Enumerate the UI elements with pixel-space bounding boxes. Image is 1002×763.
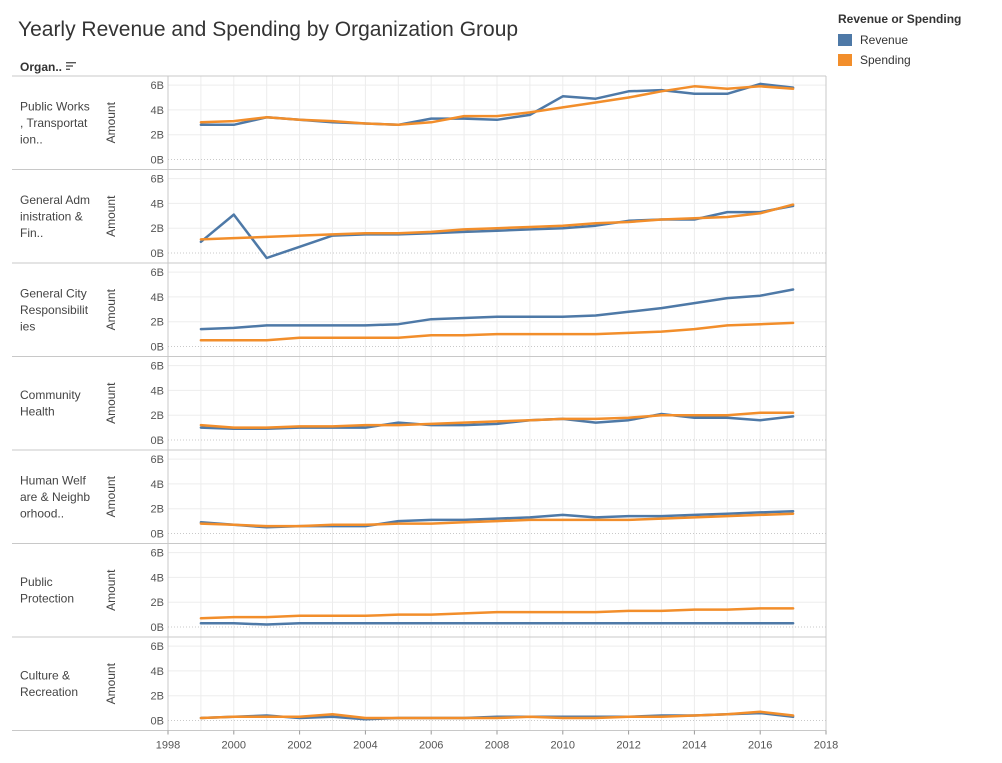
y-tick-label: 4B bbox=[151, 198, 164, 210]
legend-swatch-spending bbox=[838, 54, 852, 66]
series-line-spending bbox=[199, 710, 795, 720]
series-line-spending bbox=[199, 607, 795, 620]
series-line-spending bbox=[199, 85, 795, 127]
x-tick-label: 2006 bbox=[419, 740, 443, 752]
x-tick-label: 2008 bbox=[485, 740, 509, 752]
panel-header: Human Welf are & Neighb orhood.. bbox=[20, 473, 90, 520]
y-tick-label: 0B bbox=[151, 155, 164, 167]
series-line-revenue bbox=[199, 509, 795, 529]
y-axis-label: Amount bbox=[104, 195, 118, 237]
series-line-revenue bbox=[199, 711, 795, 721]
panel-header: Public Protection bbox=[20, 575, 74, 606]
series-line-revenue bbox=[199, 622, 795, 626]
legend-title: Revenue or Spending bbox=[838, 12, 962, 26]
y-tick-label: 2B bbox=[151, 130, 164, 142]
x-tick-label: 2014 bbox=[682, 740, 706, 752]
y-tick-label: 0B bbox=[151, 342, 164, 354]
legend-label-spending: Spending bbox=[860, 53, 911, 67]
sort-field-label[interactable]: Organ.. bbox=[20, 60, 63, 74]
y-axis-label: Amount bbox=[104, 475, 118, 517]
y-tick-label: 6B bbox=[151, 361, 164, 373]
y-tick-label: 4B bbox=[151, 385, 164, 397]
y-tick-label: 0B bbox=[151, 529, 164, 541]
y-axis-label: Amount bbox=[104, 382, 118, 424]
x-tick-label: 2012 bbox=[616, 740, 640, 752]
panel-header: Culture & Recreation bbox=[20, 669, 78, 700]
y-tick-label: 4B bbox=[151, 479, 164, 491]
y-tick-label: 6B bbox=[151, 548, 164, 560]
legend-swatch-revenue bbox=[838, 34, 852, 46]
chart-title: Yearly Revenue and Spending by Organizat… bbox=[18, 18, 519, 41]
x-tick-label: 2002 bbox=[287, 740, 311, 752]
x-tick-label: 2018 bbox=[814, 740, 838, 752]
y-tick-label: 4B bbox=[151, 572, 164, 584]
y-tick-label: 2B bbox=[151, 223, 164, 235]
y-tick-label: 2B bbox=[151, 504, 164, 516]
y-tick-label: 6B bbox=[151, 641, 164, 653]
legend-label-revenue: Revenue bbox=[860, 33, 909, 47]
y-tick-label: 6B bbox=[151, 454, 164, 466]
legend-item-spending[interactable]: Spending bbox=[838, 50, 961, 70]
x-tick-label: 2016 bbox=[748, 740, 772, 752]
y-tick-label: 4B bbox=[151, 666, 164, 678]
y-tick-label: 6B bbox=[151, 174, 164, 186]
panel-header: Public Works, Transportat ion.. bbox=[20, 99, 90, 146]
series-line-revenue bbox=[199, 204, 795, 260]
series-line-revenue bbox=[199, 412, 795, 431]
panel-header: Community Health bbox=[20, 388, 81, 419]
series-line-revenue bbox=[199, 288, 795, 331]
series-line-spending bbox=[199, 321, 795, 342]
series-line-spending bbox=[199, 512, 795, 528]
y-tick-label: 2B bbox=[151, 410, 164, 422]
y-tick-label: 4B bbox=[151, 105, 164, 117]
series-line-spending bbox=[199, 203, 795, 241]
y-tick-label: 6B bbox=[151, 267, 164, 279]
y-axis-label: Amount bbox=[104, 288, 118, 330]
y-axis-label: Amount bbox=[104, 101, 118, 143]
y-tick-label: 0B bbox=[151, 716, 164, 728]
x-tick-label: 1998 bbox=[156, 740, 180, 752]
y-tick-label: 2B bbox=[151, 597, 164, 609]
series-line-revenue bbox=[199, 82, 795, 127]
legend-item-revenue[interactable]: Revenue bbox=[838, 30, 961, 50]
y-tick-label: 0B bbox=[151, 248, 164, 260]
x-tick-label: 2004 bbox=[353, 740, 377, 752]
y-tick-label: 2B bbox=[151, 317, 164, 329]
sort-icon[interactable] bbox=[66, 61, 76, 71]
y-tick-label: 0B bbox=[151, 622, 164, 634]
y-axis-label: Amount bbox=[104, 569, 118, 611]
series-line-spending bbox=[199, 411, 795, 429]
x-tick-label: 2010 bbox=[551, 740, 575, 752]
panel-header: General City Responsibilit ies bbox=[20, 286, 89, 333]
x-tick-label: 2000 bbox=[222, 740, 246, 752]
y-tick-label: 2B bbox=[151, 691, 164, 703]
y-tick-label: 0B bbox=[151, 435, 164, 447]
y-axis-label: Amount bbox=[104, 662, 118, 704]
y-tick-label: 4B bbox=[151, 292, 164, 304]
legend: Revenue or Spending Revenue Spending bbox=[838, 12, 961, 70]
panel-header: General Adm inistration & Fin.. bbox=[20, 193, 90, 240]
y-tick-label: 6B bbox=[151, 80, 164, 92]
